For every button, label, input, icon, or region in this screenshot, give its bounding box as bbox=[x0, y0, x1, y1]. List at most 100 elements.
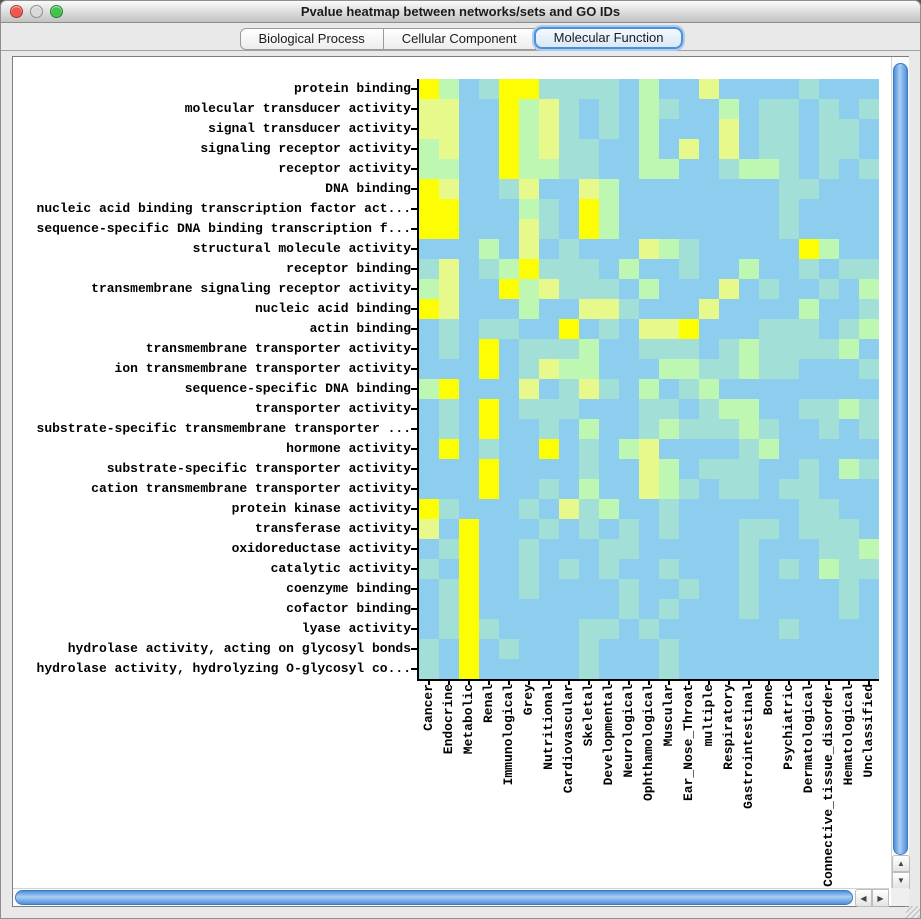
heatmap-cell bbox=[539, 99, 559, 119]
heatmap-cell bbox=[759, 579, 779, 599]
heatmap-cell bbox=[639, 139, 659, 159]
heatmap-cell bbox=[859, 659, 879, 679]
heatmap-cell bbox=[539, 259, 559, 279]
heatmap-cell bbox=[819, 379, 839, 399]
row-label: substrate-specific transmembrane transpo… bbox=[36, 421, 411, 436]
heatmap-cell bbox=[559, 139, 579, 159]
heatmap-cell bbox=[799, 159, 819, 179]
heatmap-cell bbox=[759, 119, 779, 139]
x-tick bbox=[868, 681, 870, 685]
heatmap-cell bbox=[439, 419, 459, 439]
vertical-scrollbar[interactable]: ▲ ▼ bbox=[891, 57, 910, 889]
heatmap-cell bbox=[779, 179, 799, 199]
heatmap-cell bbox=[799, 259, 819, 279]
heatmap-cell bbox=[419, 639, 439, 659]
heatmap-cell bbox=[539, 639, 559, 659]
tab-cellular-component[interactable]: Cellular Component bbox=[383, 28, 536, 50]
heatmap-cell bbox=[479, 419, 499, 439]
heatmap-cell bbox=[519, 559, 539, 579]
minimize-button[interactable] bbox=[30, 5, 43, 18]
heatmap-cell bbox=[819, 299, 839, 319]
horizontal-scrollbar-thumb[interactable] bbox=[15, 890, 853, 905]
y-tick bbox=[411, 268, 417, 270]
heatmap-cell bbox=[819, 319, 839, 339]
heatmap-cell bbox=[479, 139, 499, 159]
y-tick bbox=[411, 548, 417, 550]
heatmap-cell bbox=[799, 619, 819, 639]
heatmap-cell bbox=[579, 219, 599, 239]
heatmap-cell bbox=[819, 359, 839, 379]
heatmap-cell bbox=[839, 559, 859, 579]
row-label: transporter activity bbox=[254, 401, 411, 416]
heatmap-cell bbox=[559, 619, 579, 639]
heatmap-cell bbox=[679, 379, 699, 399]
scroll-down-icon[interactable]: ▼ bbox=[892, 872, 910, 889]
heatmap-cell bbox=[439, 459, 459, 479]
heatmap-cell bbox=[599, 79, 619, 99]
heatmap-cell bbox=[799, 99, 819, 119]
resize-grip-icon[interactable] bbox=[906, 906, 920, 918]
heatmap-cell bbox=[559, 519, 579, 539]
x-tick bbox=[468, 681, 470, 685]
heatmap-cell bbox=[739, 199, 759, 219]
heatmap-cell bbox=[459, 199, 479, 219]
heatmap-cell bbox=[559, 419, 579, 439]
heatmap-cell bbox=[439, 479, 459, 499]
heatmap-cell bbox=[639, 499, 659, 519]
heatmap-cell bbox=[759, 599, 779, 619]
heatmap-cell bbox=[759, 399, 779, 419]
heatmap-cell bbox=[599, 359, 619, 379]
heatmap-cell bbox=[619, 639, 639, 659]
scroll-up-icon[interactable]: ▲ bbox=[892, 855, 910, 872]
heatmap-cell bbox=[779, 159, 799, 179]
heatmap-cell bbox=[559, 459, 579, 479]
close-button[interactable] bbox=[10, 5, 23, 18]
heatmap-cell bbox=[759, 619, 779, 639]
heatmap-cell bbox=[679, 239, 699, 259]
heatmap-cell bbox=[759, 519, 779, 539]
heatmap-cell bbox=[819, 99, 839, 119]
heatmap-cell bbox=[759, 179, 779, 199]
column-label: Neurological bbox=[621, 684, 636, 778]
heatmap-cell bbox=[819, 119, 839, 139]
row-label: receptor activity bbox=[278, 161, 411, 176]
heatmap-cell bbox=[859, 259, 879, 279]
heatmap-cell bbox=[679, 399, 699, 419]
heatmap-cell bbox=[839, 659, 859, 679]
x-tick bbox=[628, 681, 630, 685]
heatmap-cell bbox=[639, 339, 659, 359]
heatmap-cell bbox=[739, 159, 759, 179]
heatmap-cell bbox=[839, 299, 859, 319]
vertical-scrollbar-thumb[interactable] bbox=[893, 63, 908, 855]
horizontal-scrollbar[interactable]: ◀ ▶ bbox=[13, 888, 889, 907]
heatmap-cell bbox=[479, 279, 499, 299]
heatmap-cell bbox=[639, 519, 659, 539]
heatmap-cell bbox=[499, 119, 519, 139]
title-bar[interactable]: Pvalue heatmap between networks/sets and… bbox=[1, 1, 920, 23]
heatmap-cell bbox=[799, 659, 819, 679]
heatmap-cell bbox=[759, 259, 779, 279]
tab-biological-process[interactable]: Biological Process bbox=[239, 28, 384, 50]
zoom-button[interactable] bbox=[50, 5, 63, 18]
heatmap-cell bbox=[699, 139, 719, 159]
heatmap-cell bbox=[599, 159, 619, 179]
heatmap-cell bbox=[539, 399, 559, 419]
heatmap-cell bbox=[779, 419, 799, 439]
heatmap-cell bbox=[839, 599, 859, 619]
heatmap-cell bbox=[699, 319, 719, 339]
heatmap-cell bbox=[419, 619, 439, 639]
heatmap-cell bbox=[499, 299, 519, 319]
heatmap-cell bbox=[699, 99, 719, 119]
heatmap-cell bbox=[819, 639, 839, 659]
heatmap-cell bbox=[799, 119, 819, 139]
heatmap-cell bbox=[859, 519, 879, 539]
heatmap-cell bbox=[679, 359, 699, 379]
heatmap-cell bbox=[659, 279, 679, 299]
tab-molecular-function[interactable]: Molecular Function bbox=[533, 27, 684, 49]
scroll-left-icon[interactable]: ◀ bbox=[855, 889, 872, 907]
y-tick bbox=[411, 288, 417, 290]
scroll-right-icon[interactable]: ▶ bbox=[872, 889, 889, 907]
heatmap-cell bbox=[559, 319, 579, 339]
heatmap-cell bbox=[859, 119, 879, 139]
heatmap-cell bbox=[419, 319, 439, 339]
